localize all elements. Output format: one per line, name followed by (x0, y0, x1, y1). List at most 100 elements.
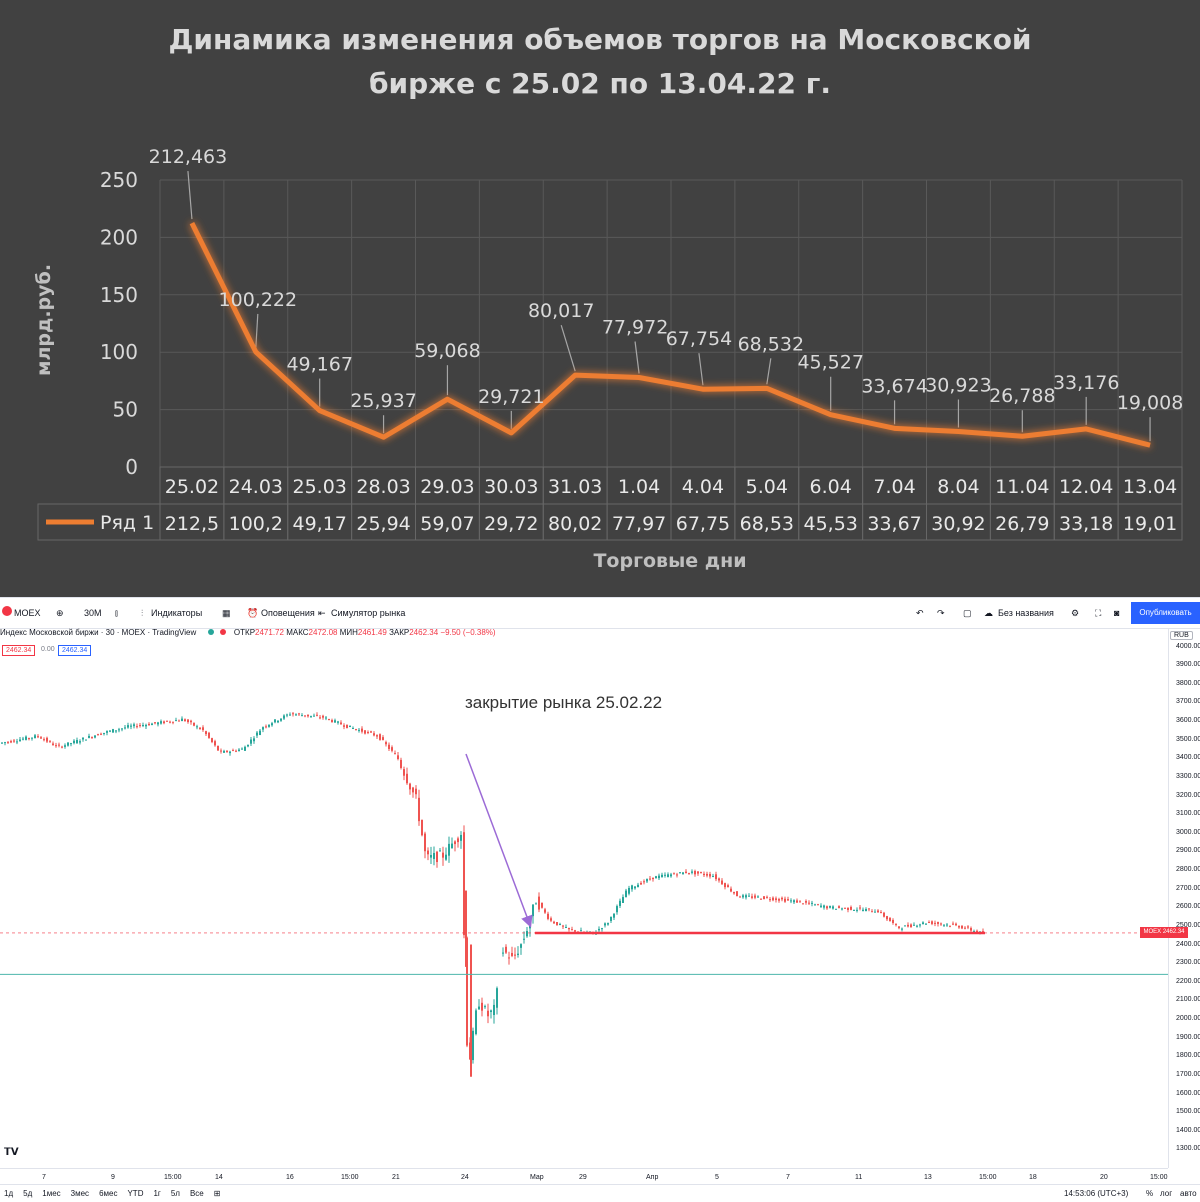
compare-plus-icon[interactable]: ⊕ (56, 608, 64, 618)
time-axis-label: Мар (530, 1174, 544, 1181)
candle-body (769, 899, 771, 901)
candle-body (148, 723, 150, 726)
candle-body (292, 713, 294, 715)
symbol-button[interactable]: MOEX (14, 608, 41, 618)
candle-body (52, 743, 54, 746)
range-button[interactable]: 3мес (70, 1189, 90, 1198)
candle-body (112, 729, 114, 733)
candle-body (553, 921, 555, 924)
close-label: ЗАКР (389, 628, 410, 637)
range-button[interactable]: 1мес (42, 1189, 61, 1198)
candle-body (265, 726, 267, 728)
price-axis-label: 2900.00 (1176, 847, 1200, 855)
candle-body (79, 741, 81, 743)
candle-body (397, 755, 399, 760)
candlestick-chart[interactable] (0, 628, 1168, 1168)
candle-body (835, 908, 837, 910)
range-button[interactable]: 5л (170, 1189, 180, 1198)
candle-body (118, 729, 120, 731)
range-button[interactable]: 6мес (99, 1189, 118, 1198)
candle-body (256, 732, 258, 736)
candle-body (88, 735, 90, 738)
range-button[interactable]: YTD (127, 1189, 144, 1198)
candle-body (637, 884, 639, 888)
data-label: 25,937 (350, 390, 416, 412)
redo-icon[interactable]: ↷ (937, 608, 945, 618)
candle-body (187, 719, 189, 723)
instrument-title[interactable]: Индекс Московской биржи · 30 · MOEX · Tr… (0, 628, 197, 637)
alerts-button[interactable]: Оповещения (261, 608, 315, 618)
candle-body (535, 903, 537, 905)
candle-body (889, 917, 891, 922)
candle-body (817, 904, 819, 906)
layout-name-button[interactable]: Без названия (998, 608, 1054, 618)
market-close-annotation[interactable]: закрытие рынка 25.02.22 (465, 693, 663, 712)
candle-body (556, 922, 558, 926)
tradingview-logo-icon[interactable]: 𝗧𝗩 (4, 1147, 19, 1158)
time-axis[interactable] (0, 1168, 1168, 1185)
replay-button[interactable]: Симулятор рынка (331, 608, 406, 618)
data-label: 49,167 (286, 354, 352, 376)
candle-body (952, 923, 954, 925)
interval-button[interactable]: 30M (84, 608, 102, 618)
range-button[interactable]: Все (189, 1189, 204, 1198)
indicators-button[interactable]: Индикаторы (151, 608, 203, 618)
low-value: 2461.49 (357, 628, 387, 637)
candle-body (496, 988, 498, 1008)
clock-time[interactable]: 14:53:06 (UTC+3) (1064, 1189, 1129, 1198)
log-toggle[interactable]: лог (1160, 1189, 1173, 1198)
candle-body (538, 896, 540, 910)
candle-body (130, 725, 132, 727)
publish-button[interactable]: Опубликовать (1131, 602, 1200, 624)
candle-body (958, 925, 960, 928)
indicators-icon: ⫶ (141, 608, 144, 618)
candle-body (649, 878, 651, 880)
templates-icon[interactable]: ▦ (222, 608, 231, 618)
candle-body (799, 900, 801, 902)
buy-price-box[interactable]: 2462.34 (58, 645, 92, 656)
currency-button[interactable]: RUB (1170, 631, 1193, 640)
price-axis[interactable] (1168, 628, 1200, 1168)
candle-body (175, 720, 177, 722)
percent-toggle[interactable]: % (1146, 1189, 1154, 1198)
candle-body (820, 905, 822, 907)
candle-body (49, 741, 51, 743)
table-value: 49,17 (292, 513, 346, 535)
annotation-arrow[interactable] (465, 753, 533, 928)
chart-legend: Индекс Московской биржи · 30 · MOEX · Tr… (0, 628, 496, 637)
candle-body (67, 742, 69, 746)
candle-type-icon[interactable]: ⫾ (115, 608, 118, 618)
auto-toggle[interactable]: авто (1180, 1189, 1197, 1198)
top-toolbar: MOEX ⊕ 30M ⫾ ⫶ Индикаторы ▦ ⏰ Оповещения… (0, 598, 1200, 629)
candle-body (547, 913, 549, 919)
candle-body (169, 721, 171, 723)
candle-body (4, 742, 6, 744)
candle-body (949, 925, 951, 927)
data-label: 212,463 (149, 146, 228, 168)
price-axis-label: 3700.00 (1176, 698, 1200, 706)
chart-title: Динамика изменения объемов торгов на Мос… (0, 18, 1200, 106)
x-category-label: 11.04 (995, 476, 1049, 498)
candle-body (244, 746, 246, 751)
table-value-cell (1117, 503, 1183, 541)
candle-body (523, 938, 525, 940)
sell-price-box[interactable]: 2462.34 (2, 645, 36, 656)
data-label: 67,754 (666, 328, 732, 350)
range-button[interactable]: 1д (4, 1189, 14, 1198)
price-axis-label: 3400.00 (1176, 754, 1200, 762)
undo-icon[interactable]: ↶ (916, 608, 924, 618)
settings-gear-icon[interactable]: ⚙ (1071, 608, 1080, 618)
candle-body (601, 928, 603, 930)
range-button[interactable]: 1г (153, 1189, 161, 1198)
volume-chart-panel: Динамика изменения объемов торгов на Мос… (0, 0, 1200, 597)
fullscreen-icon[interactable]: ⛶ (1095, 608, 1102, 618)
camera-icon[interactable]: ◙ (1114, 608, 1120, 618)
candle-body (415, 788, 417, 795)
candle-body (676, 874, 678, 876)
candle-body (580, 930, 582, 932)
layout-square-icon[interactable]: ▢ (963, 608, 972, 618)
candle-body (913, 924, 915, 926)
calendar-icon[interactable]: ⊞ (213, 1189, 221, 1198)
candle-body (907, 924, 909, 927)
range-button[interactable]: 5д (23, 1189, 33, 1198)
